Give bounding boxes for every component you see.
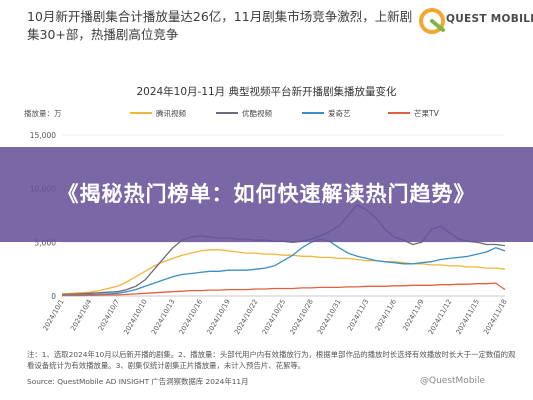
- chart-title: 2024年10月-11月 典型视频平台新开播剧集播放量变化: [136, 86, 397, 98]
- series-line-1: [61, 249, 506, 295]
- y-tick-label: 5,000: [35, 238, 57, 247]
- legend-label: 芒果TV: [414, 108, 440, 118]
- quest-mobile-logo: [419, 8, 445, 34]
- x-tick-label: 2024/10/28: [288, 298, 315, 336]
- overlay-banner: 《揭秘热门榜单：如何快速解读热门趋势》: [0, 147, 533, 242]
- logo-text: QUEST MOBILE: [446, 13, 533, 25]
- x-tick-label: 2024/10/10: [122, 298, 149, 336]
- source-note: Source: QuestMobile AD INSIGHT 广告洞察数据库 2…: [27, 377, 249, 386]
- x-tick-label: 2024/10/13: [150, 298, 177, 336]
- x-tick-label: 2024/10/31: [316, 298, 343, 336]
- x-tick-label: 2024/11/6: [374, 298, 398, 332]
- series-line-3: [62, 238, 506, 296]
- headline: 10月新开播剧集合计播放量达26亿，11月剧集市场竞争激烈，上新剧集30+部，热…: [27, 9, 413, 42]
- watermark: @QuestMobile: [420, 376, 486, 386]
- legend-label: 爱奇艺: [328, 108, 351, 118]
- legend: 腾讯视频 优酷视频 爱奇艺 芒果TV: [130, 108, 440, 118]
- x-tick-label: 2024/10/16: [178, 298, 205, 336]
- series-line-4: [62, 282, 506, 297]
- x-axis-ticks: 2024/10/1 2024/10/4 2024/10/7 2024/10/10 202…: [41, 298, 508, 336]
- x-tick-label: 2024/10/7: [97, 298, 121, 332]
- x-tick-label: 2024/11/18: [482, 298, 509, 336]
- x-tick-label: 2024/10/4: [69, 298, 93, 332]
- y-tick-label: 0: [51, 292, 56, 301]
- y-axis-label: 播放量：万: [24, 108, 62, 118]
- x-tick-label: 2024/10/25: [261, 298, 288, 336]
- logo-tail-icon: [430, 19, 445, 32]
- x-tick-label: 2024/10/1: [41, 298, 65, 332]
- banner-title: 《揭秘热门榜单：如何快速解读热门趋势》: [57, 182, 476, 206]
- x-tick-label: 2024/11/3: [346, 298, 370, 332]
- legend-label: 优酷视频: [242, 108, 272, 118]
- x-tick-label: 2024/10/22: [233, 298, 260, 336]
- logo-ring-icon: [419, 8, 445, 34]
- footnote: 注：1、选取2024年10月以后新开播的剧集。2、播放量：头部代用户内有效播放行…: [27, 350, 516, 370]
- x-tick-label: 2024/11/12: [427, 298, 454, 336]
- y-tick-label: 15,000: [30, 131, 56, 140]
- x-tick-label: 2024/11/15: [455, 298, 482, 336]
- legend-label: 腾讯视频: [156, 108, 186, 118]
- x-tick-label: 2024/11/9: [401, 298, 425, 332]
- x-tick-label: 2024/10/19: [205, 298, 232, 336]
